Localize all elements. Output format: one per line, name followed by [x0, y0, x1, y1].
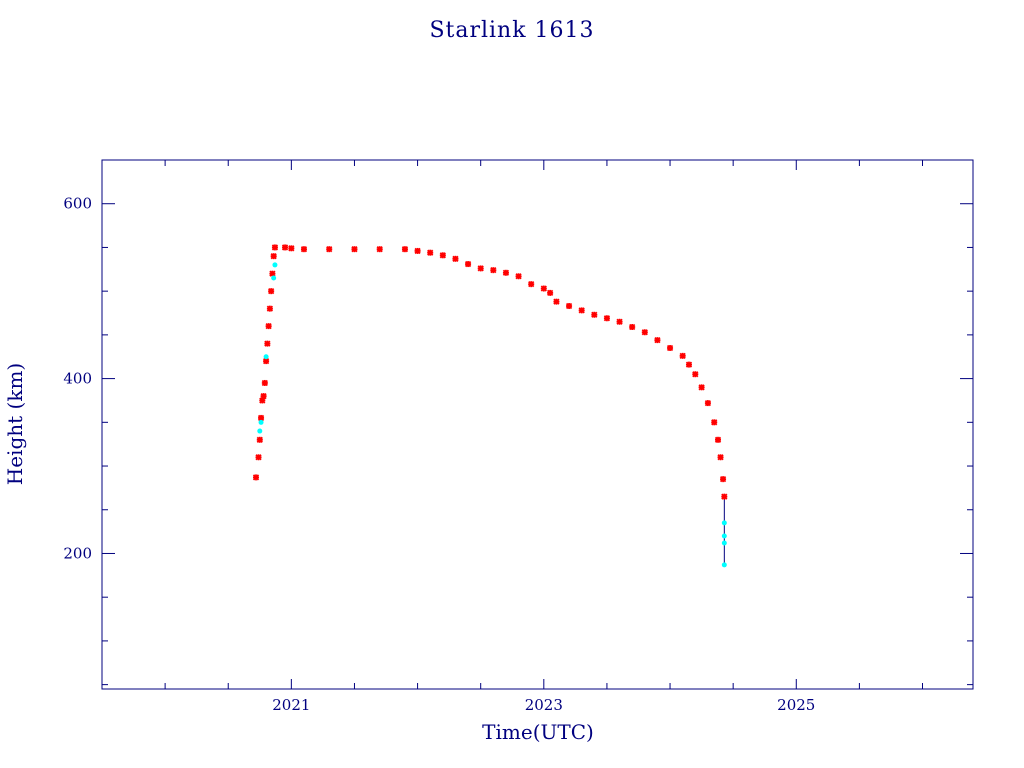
data-point: [704, 399, 712, 407]
data-point: [260, 392, 267, 400]
data-point: [679, 352, 686, 359]
data-point: [268, 288, 275, 295]
data-point: [452, 255, 459, 262]
data-point-secondary: [263, 354, 269, 360]
data-point: [265, 322, 272, 330]
data-point: [326, 246, 333, 253]
data-point: [252, 474, 260, 481]
data-point: [698, 384, 705, 391]
data-point-secondary: [721, 520, 727, 526]
data-point: [401, 246, 409, 253]
data-point: [490, 267, 497, 274]
data-point: [439, 252, 446, 259]
y-tick-label: 400: [63, 370, 92, 388]
data-point: [565, 302, 573, 310]
data-point: [692, 371, 699, 378]
data-point: [262, 357, 270, 365]
data-point: [376, 246, 383, 253]
data-point: [270, 253, 277, 260]
data-point: [281, 244, 289, 251]
y-axis-label: Height (km): [3, 363, 27, 485]
data-point: [711, 419, 718, 426]
data-point: [721, 493, 728, 500]
x-tick-label: 2021: [272, 696, 310, 714]
data-point: [578, 307, 585, 314]
data-point: [261, 379, 268, 387]
data-point: [546, 289, 554, 297]
data-point: [502, 269, 510, 276]
data-point-secondary: [258, 419, 264, 425]
data-point-secondary: [721, 562, 727, 568]
data-point-secondary: [272, 262, 278, 268]
data-point-secondary: [257, 428, 263, 434]
x-axis-label: Time(UTC): [482, 720, 594, 744]
data-point: [414, 247, 421, 255]
data-point: [540, 285, 547, 292]
data-point: [477, 265, 484, 272]
data-point: [515, 273, 522, 280]
data-point: [269, 270, 276, 277]
y-tick-label: 200: [63, 544, 92, 562]
data-point: [654, 336, 661, 344]
y-tick-label: 600: [63, 195, 92, 213]
data-point: [666, 344, 674, 352]
x-tick-label: 2023: [525, 696, 563, 714]
data-point: [719, 476, 727, 483]
data-point: [255, 454, 262, 461]
data-point: [256, 436, 263, 443]
data-point: [528, 281, 535, 288]
data-point: [591, 311, 598, 318]
data-point: [603, 315, 611, 322]
data-point: [629, 323, 636, 331]
data-point: [266, 305, 274, 312]
data-point: [300, 246, 308, 253]
data-point: [351, 246, 358, 253]
data-point: [288, 245, 295, 252]
data-point: [616, 318, 623, 325]
data-point: [264, 340, 271, 347]
data-point: [717, 454, 724, 461]
data-markers: [252, 244, 728, 568]
data-point-secondary: [271, 275, 277, 281]
data-point: [685, 361, 693, 368]
data-point: [464, 260, 472, 268]
data-point: [271, 244, 279, 251]
x-tick-label: 2025: [777, 696, 815, 714]
chart-title: Starlink 1613: [429, 18, 594, 43]
data-point: [641, 329, 648, 336]
data-point: [714, 436, 722, 443]
data-point-secondary: [721, 540, 727, 546]
axis-ticks: 2021 2023 2025 200 400 600: [63, 159, 973, 714]
data-point: [427, 249, 434, 256]
data-point-secondary: [721, 533, 727, 539]
data-point: [553, 298, 560, 305]
plot-frame: [101, 159, 974, 690]
